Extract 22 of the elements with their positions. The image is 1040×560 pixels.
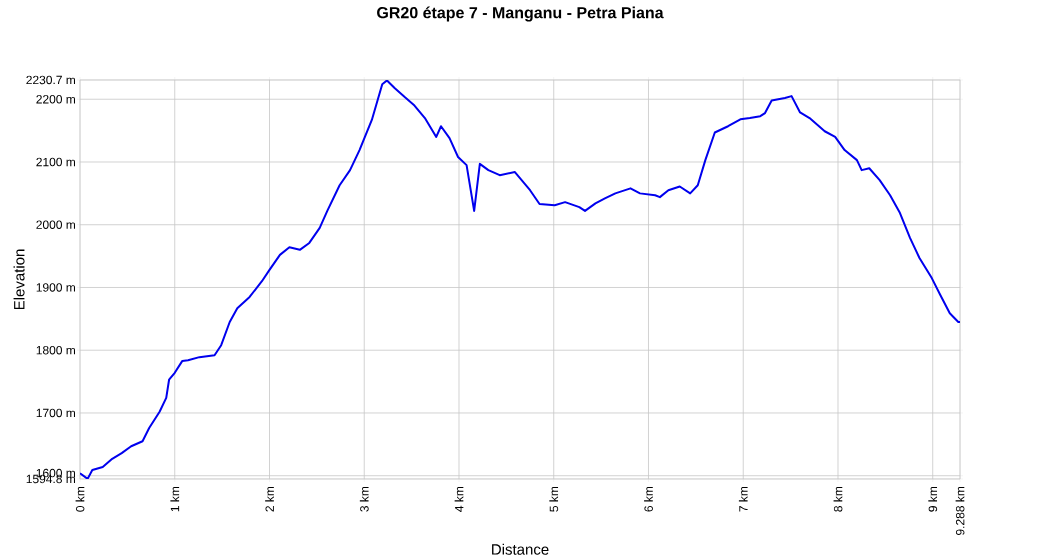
y-tick-label: 2230.7 m: [26, 75, 75, 85]
x-tick-label: 6 km: [644, 486, 653, 512]
y-tick-label: 2200 m: [36, 95, 75, 104]
x-tick-label: 9.288 km: [955, 486, 965, 535]
x-tick-label: 2 km: [265, 486, 274, 512]
y-tick-label: 1800 m: [36, 345, 75, 355]
y-tick-label: 2100 m: [36, 157, 75, 167]
x-tick-label: 4 km: [454, 486, 464, 512]
chart-title: GR20 étape 7 - Manganu - Petra Piana: [377, 6, 664, 22]
x-tick-label: 0 km: [75, 486, 85, 512]
x-axis-title: Distance: [492, 543, 549, 555]
x-tick-label: 3 km: [359, 486, 369, 512]
x-tick-label: 8 km: [833, 486, 843, 512]
y-tick-label: 1900 m: [36, 283, 75, 292]
x-tick-label: 9 km: [928, 486, 938, 512]
x-tick-label: 1 km: [170, 486, 180, 512]
x-tick-label: 5 km: [549, 486, 559, 512]
x-tick-label: 7 km: [738, 486, 748, 512]
line-series: [80, 79, 961, 479]
y-tick-label: 2000 m: [36, 220, 75, 229]
y-axis-title: Elevation: [13, 249, 25, 310]
y-tick-label: 1700 m: [36, 408, 75, 418]
